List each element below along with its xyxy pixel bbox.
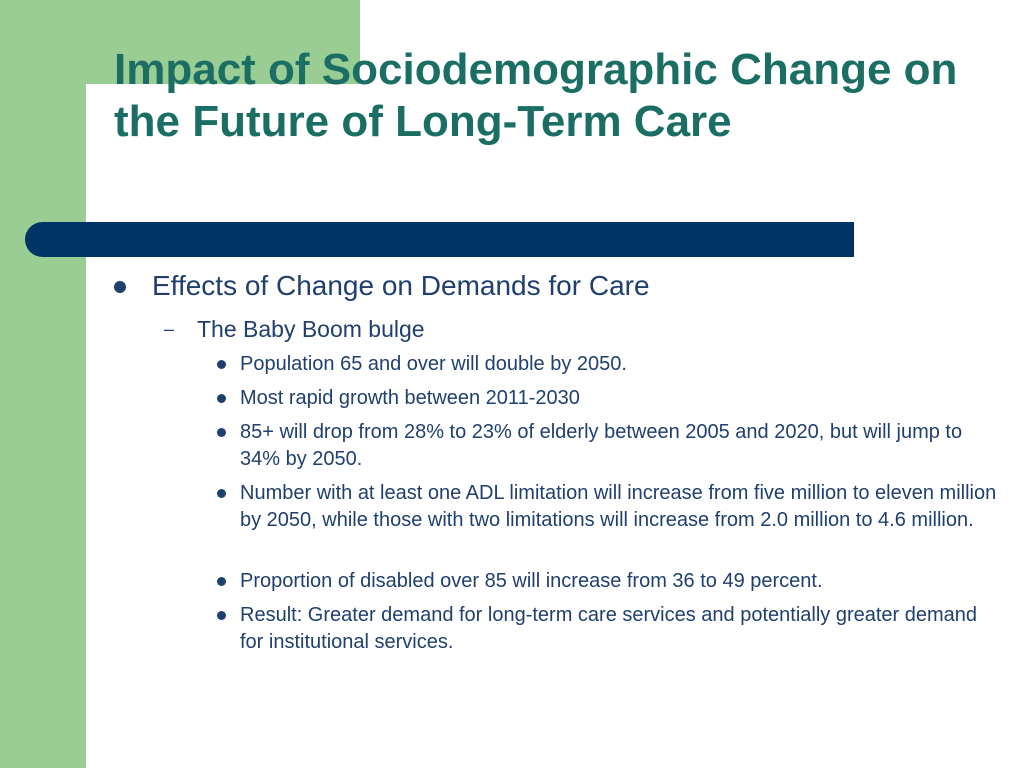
bullet-dot-icon [217,611,226,620]
bullet-level1-text: Effects of Change on Demands for Care [152,270,650,301]
bullet-level3-item: Number with at least one ADL limitation … [217,480,1000,534]
green-accent-top [0,0,360,84]
slide-title: Impact of Sociodemographic Change on the… [114,45,958,146]
bullet-level3-item: Proportion of disabled over 85 will incr… [217,568,1000,595]
title-divider-bar [25,222,854,257]
bullet-level1: Effects of Change on Demands for Care [114,268,982,304]
bullet-dot-icon [217,360,226,369]
bullet-dot-icon [114,281,126,293]
bullet-level3-item: Result: Greater demand for long-term car… [217,602,1000,656]
rounded-corner-panel [86,84,206,204]
bullet-level3-text: Result: Greater demand for long-term car… [240,604,978,653]
bullet-level3-item: Population 65 and over will double by 20… [217,351,1000,378]
bullet-level2-text: The Baby Boom bulge [197,316,425,342]
bullet-level3-item: Most rapid growth between 2011-2030 [217,385,1000,412]
bullet-dot-icon [217,394,226,403]
bullet-level3-text: Most rapid growth between 2011-2030 [240,387,580,409]
bullet-level3-text: 85+ will drop from 28% to 23% of elderly… [240,421,963,470]
bullet-level3-text: Number with at least one ADL limitation … [240,482,997,531]
bullet-level2: – The Baby Boom bulge [164,314,977,344]
dash-bullet-icon: – [164,319,175,339]
bullet-level3-text: Proportion of disabled over 85 will incr… [240,570,823,592]
bullet-dot-icon [217,489,226,498]
bullet-level3-item: 85+ will drop from 28% to 23% of elderly… [217,419,1000,473]
green-accent-left [0,0,86,768]
bullet-level3-text: Population 65 and over will double by 20… [240,353,627,375]
bullet-dot-icon [217,577,226,586]
bullet-dot-icon [217,428,226,437]
